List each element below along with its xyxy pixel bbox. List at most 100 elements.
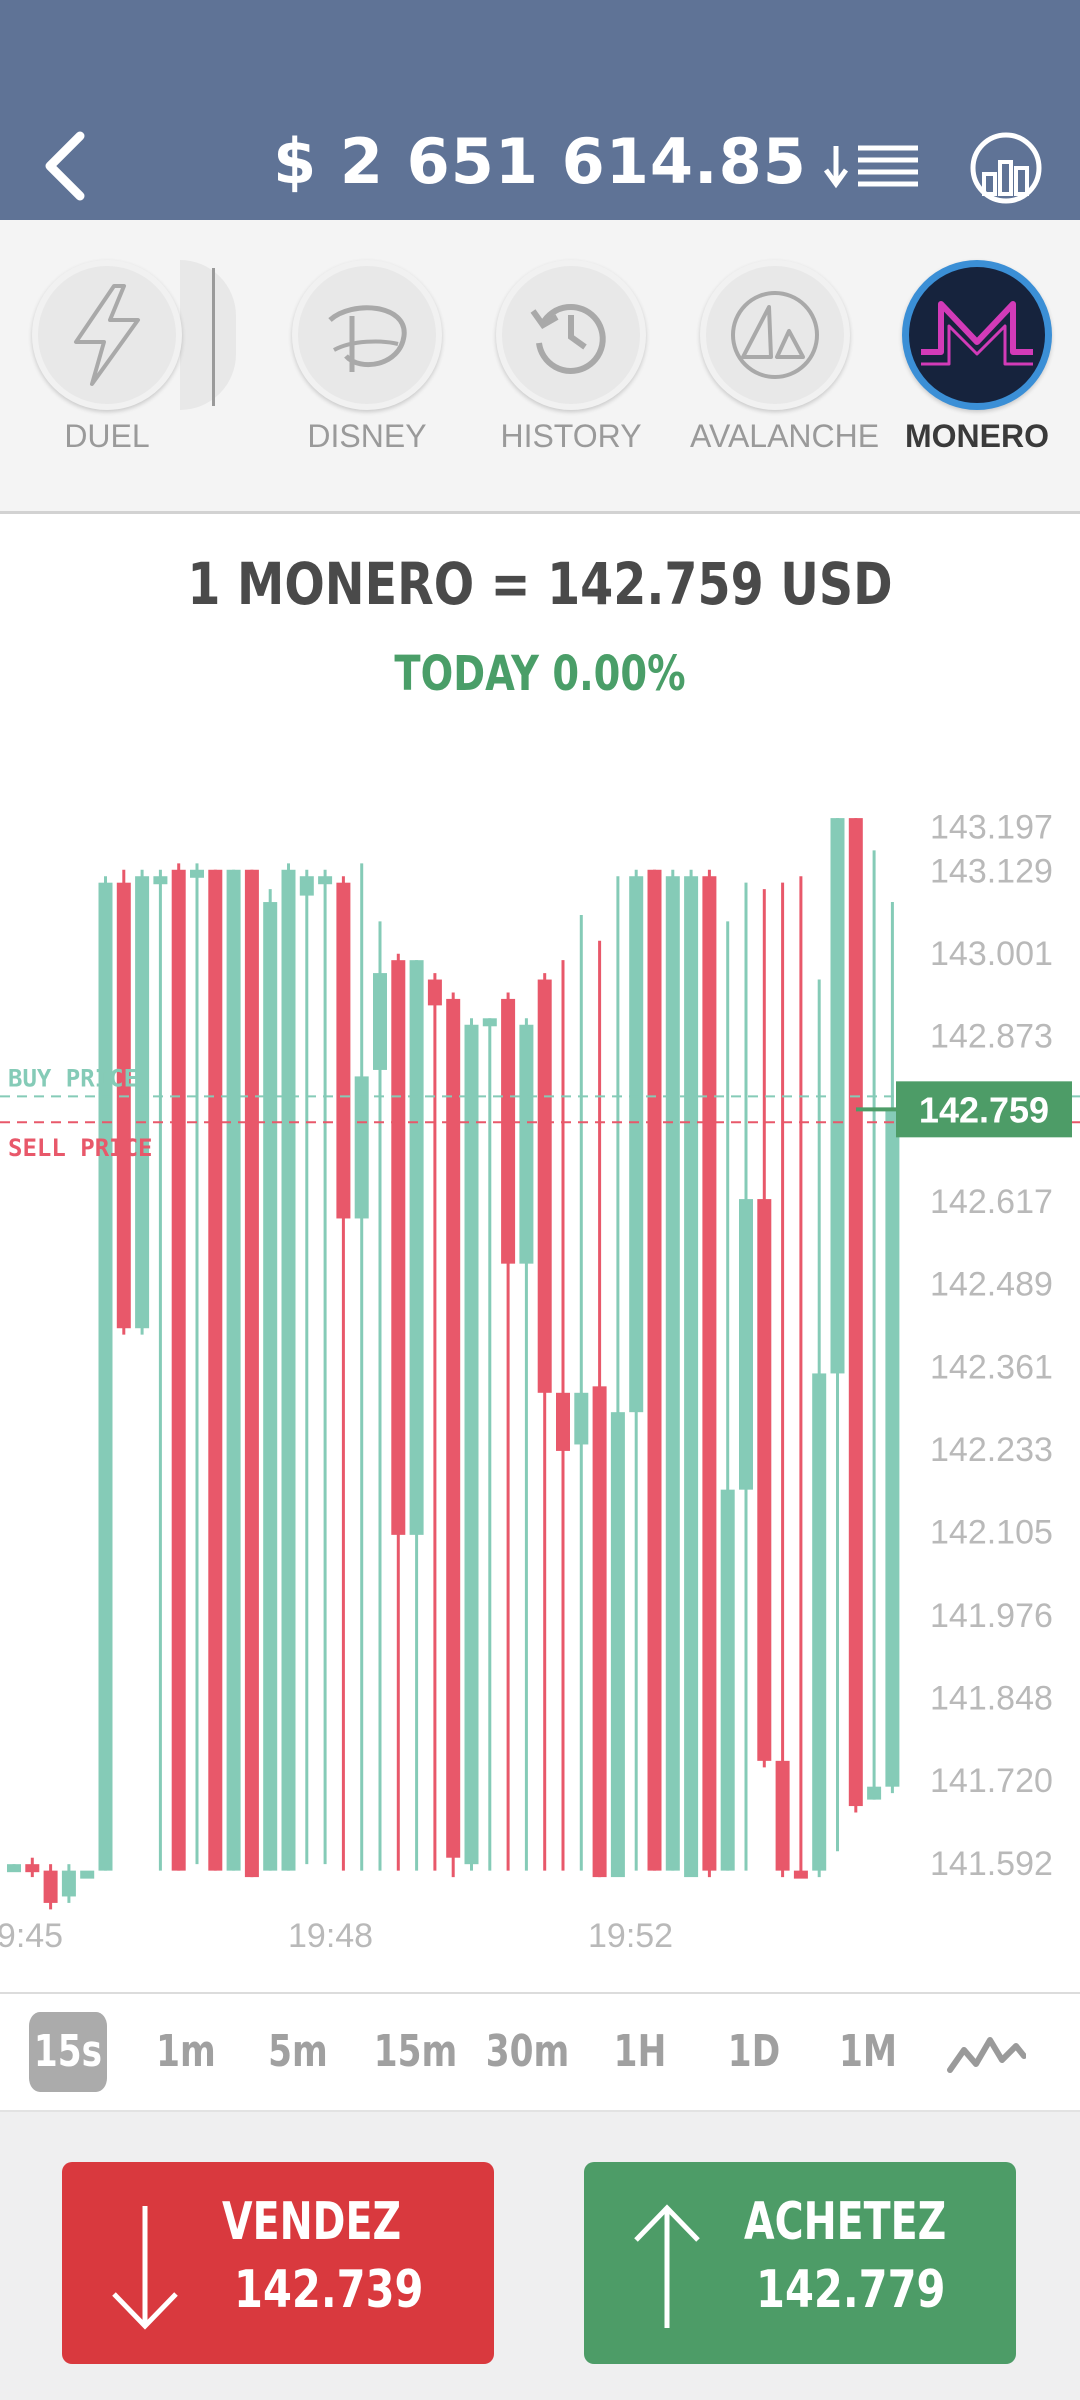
history-clock-icon xyxy=(530,303,606,374)
timeframe-1month[interactable]: 1M xyxy=(838,2026,898,2077)
line-chart-button[interactable] xyxy=(946,2030,1027,2076)
asset-disney[interactable]: DISNEY xyxy=(282,260,452,455)
candle-down xyxy=(556,1392,570,1451)
timeframe-5m[interactable]: 5m xyxy=(268,2026,328,2077)
timeframe-30m[interactable]: 30m xyxy=(485,2026,570,2077)
asset-label: AVALANCHE xyxy=(690,418,880,454)
candle-down xyxy=(116,882,131,1329)
avalanche-logo-icon xyxy=(731,291,819,379)
y-tick-label: 142.617 xyxy=(930,1183,1053,1221)
exchange-rate: 1 MONERO = 142.759 USD xyxy=(187,550,893,618)
y-tick-label: 142.489 xyxy=(930,1266,1053,1304)
back-button[interactable] xyxy=(36,122,106,210)
candle-down xyxy=(208,869,223,1871)
candle-down xyxy=(427,979,442,1006)
y-tick-label: 142.361 xyxy=(930,1348,1053,1386)
candle-up xyxy=(519,1024,534,1264)
x-tick-label: 19:48 xyxy=(288,1917,373,1955)
candle-up xyxy=(281,869,296,1871)
candle-down xyxy=(592,1386,607,1878)
candle-up xyxy=(190,869,204,878)
y-tick-label: 142.233 xyxy=(930,1431,1053,1469)
timeframe-15s[interactable]: 15s xyxy=(29,2012,107,2092)
candle-up xyxy=(409,960,424,1535)
candle-down xyxy=(501,998,516,1264)
candle-up xyxy=(610,1412,625,1878)
candle-up xyxy=(867,1786,882,1800)
candle-down xyxy=(391,960,406,1535)
asset-icon-circle xyxy=(902,260,1052,410)
candle-down xyxy=(537,979,552,1393)
buy-price-label: BUY PRICE xyxy=(8,1064,138,1092)
candle-down xyxy=(848,818,863,1807)
y-tick-label: 142.873 xyxy=(930,1018,1053,1056)
candle-up xyxy=(574,1392,589,1445)
sell-label: VENDEZ xyxy=(222,2192,402,2252)
candlestick-chart[interactable]: 143.197143.129143.001142.873142.745142.6… xyxy=(0,760,1080,1992)
candle-up xyxy=(135,876,150,1329)
asset-icon-circle xyxy=(496,260,646,410)
timeframe-1d[interactable]: 1D xyxy=(727,2026,781,2077)
account-balance: $ 2 651 614.85 xyxy=(273,125,807,198)
candle-up xyxy=(373,973,387,1070)
candle-up xyxy=(61,1870,76,1897)
candle-up xyxy=(7,1864,21,1873)
sort-button[interactable] xyxy=(823,140,922,194)
candle-up xyxy=(885,1108,900,1787)
asset-history[interactable]: HISTORY xyxy=(486,260,656,455)
sell-button[interactable]: VENDEZ 142.739 xyxy=(62,2162,494,2364)
candle-down xyxy=(702,876,717,1871)
y-tick-label: 142.105 xyxy=(930,1514,1053,1552)
candle-up xyxy=(464,1024,479,1865)
candle-down xyxy=(25,1864,40,1873)
candle-up xyxy=(812,1373,827,1871)
y-tick-label: 141.976 xyxy=(930,1597,1053,1635)
asset-label: DUEL xyxy=(64,418,150,454)
buy-button[interactable]: ACHETEZ 142.779 xyxy=(584,2162,1016,2364)
timeframe-1m[interactable]: 1m xyxy=(156,2026,216,2077)
disney-logo-icon xyxy=(328,305,407,372)
y-tick-label: 141.848 xyxy=(930,1680,1053,1718)
current-price-badge xyxy=(896,1081,1072,1138)
candle-down xyxy=(757,1199,772,1761)
asset-divider xyxy=(212,268,215,406)
candle-up xyxy=(665,876,680,1871)
candle-up xyxy=(299,876,314,896)
arrow-down-icon xyxy=(112,2206,178,2330)
asset-monero[interactable]: MONERO xyxy=(892,260,1062,455)
asset-label: MONERO xyxy=(905,418,1049,454)
candle-up xyxy=(263,902,278,1871)
candle-up xyxy=(80,1870,95,1879)
asset-avalanche[interactable]: AVALANCHE xyxy=(690,260,880,455)
asset-label: DISNEY xyxy=(307,418,427,454)
candle-down xyxy=(647,869,662,1871)
candle-up xyxy=(684,876,699,1878)
x-tick-label: 19:45 xyxy=(0,1917,63,1955)
y-tick-label: 141.720 xyxy=(930,1762,1053,1800)
buy-label: ACHETEZ xyxy=(744,2192,947,2252)
y-tick-label: 143.001 xyxy=(930,935,1053,973)
line-chart-icon xyxy=(947,2037,1027,2073)
candle-down xyxy=(793,1870,808,1879)
sort-list-icon xyxy=(823,145,918,189)
top-bar: $ 2 651 614.85 xyxy=(0,0,1080,220)
current-price-value: 142.759 xyxy=(919,1089,1049,1130)
lightning-icon xyxy=(74,284,140,386)
trade-bar: VENDEZ 142.739 ACHETEZ 142.779 xyxy=(0,2110,1080,2400)
timeframe-1h[interactable]: 1H xyxy=(613,2026,667,2077)
sell-price-label: SELL PRICE xyxy=(8,1134,153,1162)
today-change: TODAY 0.00% xyxy=(394,646,686,702)
candle-down xyxy=(336,882,351,1219)
candle-up xyxy=(98,882,113,1871)
y-tick-label: 143.129 xyxy=(930,852,1053,890)
candle-up xyxy=(720,1489,735,1871)
y-tick-label: 141.592 xyxy=(930,1845,1053,1883)
timeframe-15m[interactable]: 15m xyxy=(373,2026,458,2077)
asset-icon-circle xyxy=(292,260,442,410)
candle-down xyxy=(775,1760,790,1871)
candle-up xyxy=(226,869,241,1871)
x-tick-label: 19:52 xyxy=(588,1917,673,1955)
asset-duel[interactable]: DUEL xyxy=(22,260,192,455)
chart-mode-button[interactable] xyxy=(966,128,1046,208)
asset-label: HISTORY xyxy=(500,418,642,454)
